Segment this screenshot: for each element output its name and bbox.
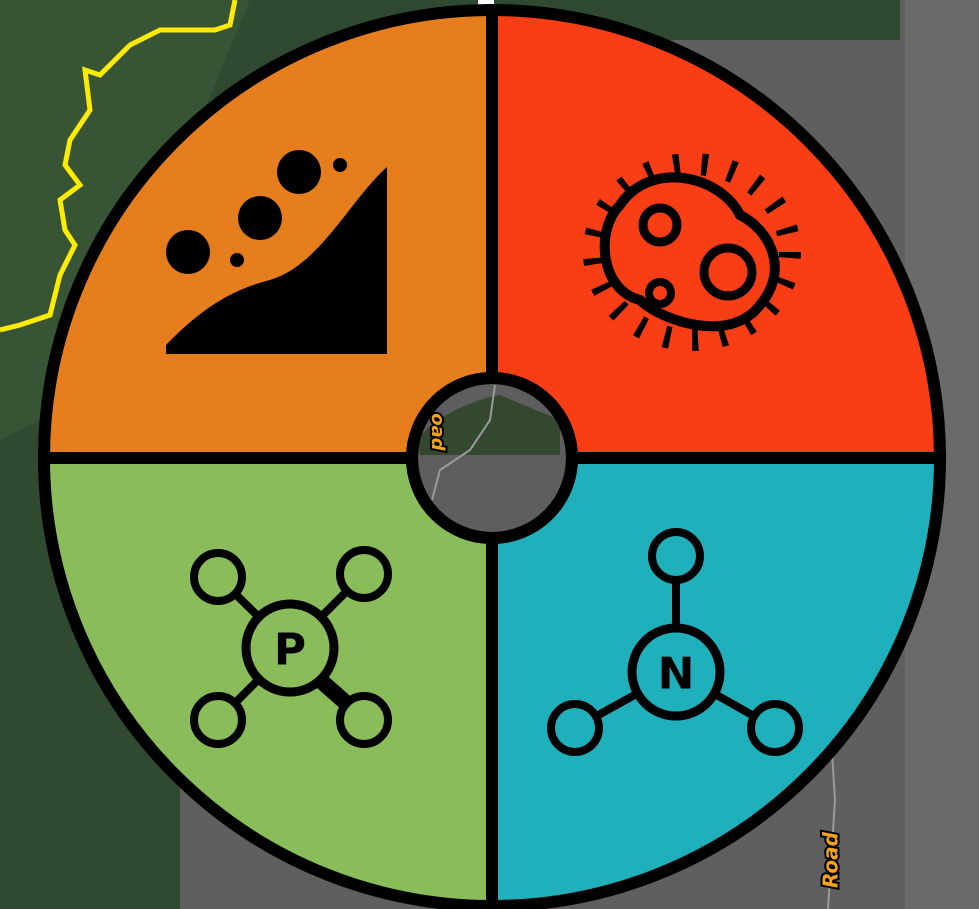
nitrogen-label: N bbox=[658, 649, 695, 700]
map-view: Road P bbox=[0, 0, 979, 909]
page: Road P bbox=[0, 0, 979, 909]
road-label: Road bbox=[819, 831, 843, 888]
road-label: oad bbox=[427, 413, 448, 452]
phosphorus-label: P bbox=[274, 625, 306, 676]
radial-menu: P N oad bbox=[44, 10, 940, 906]
